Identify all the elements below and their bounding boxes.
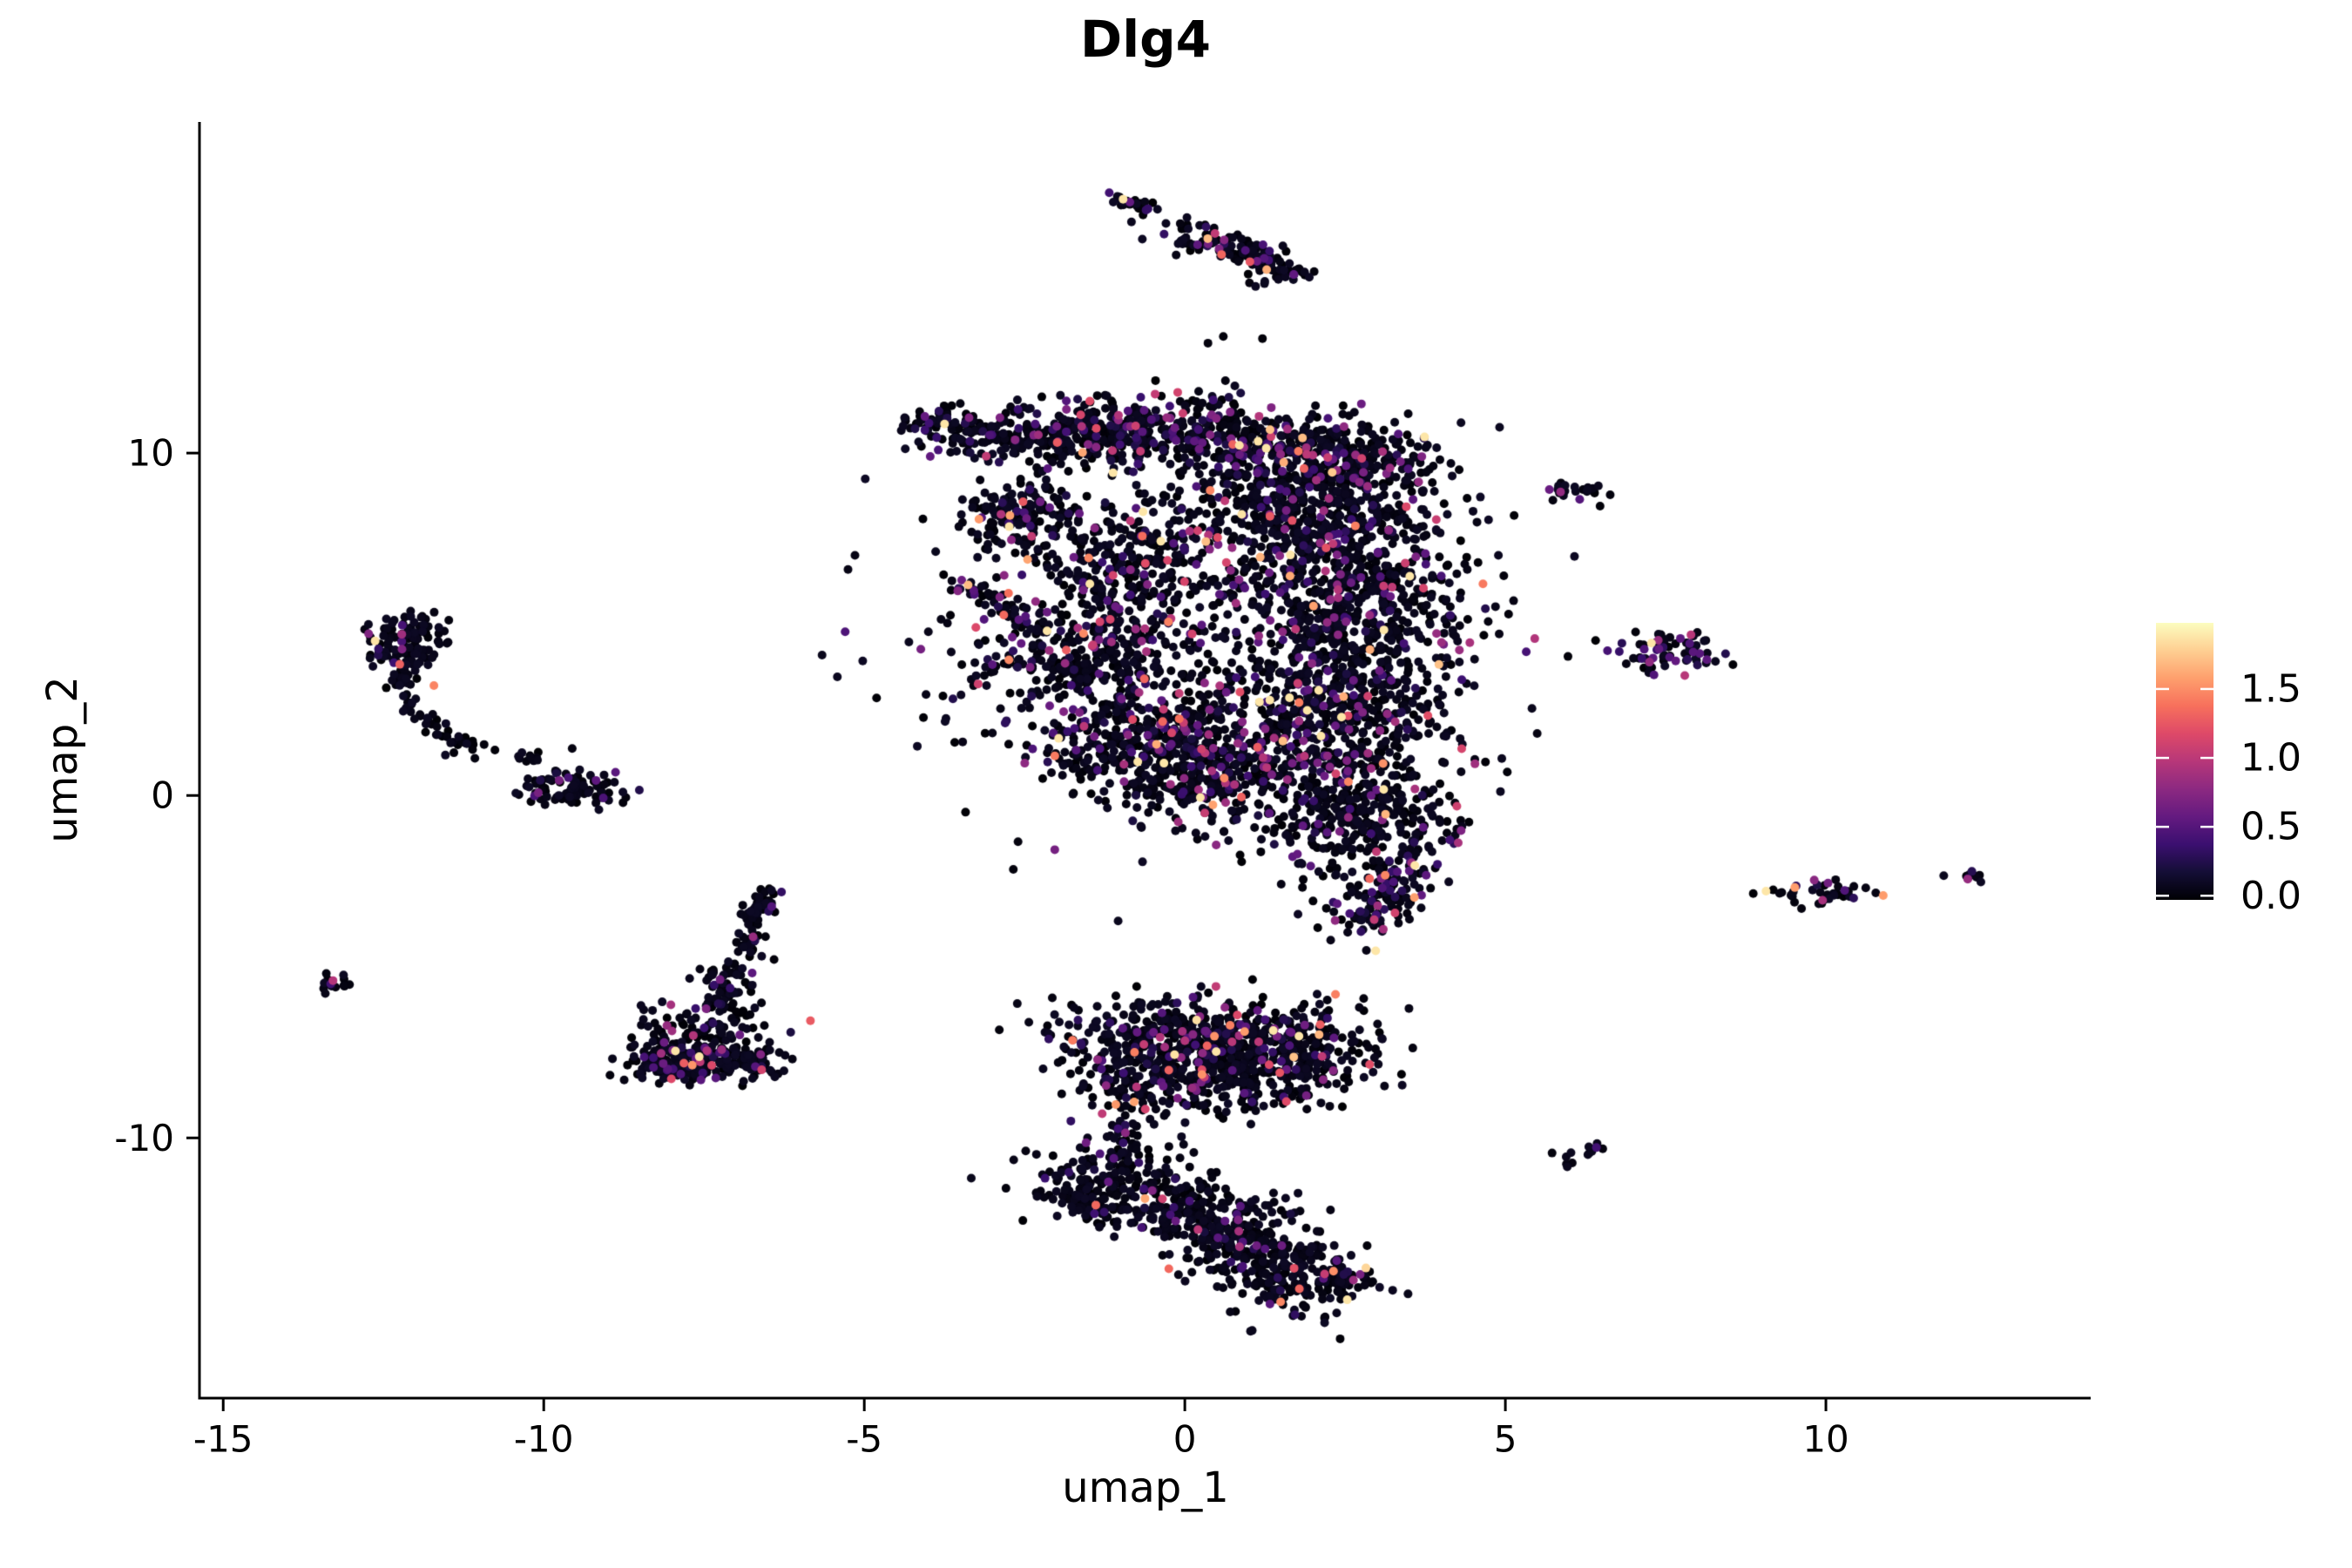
x-tick-label: -10 bbox=[514, 1418, 574, 1461]
y-tick-label: 10 bbox=[128, 432, 174, 475]
colorbar-tick-label: 1.5 bbox=[2240, 666, 2301, 711]
y-axis-ticks: -10 0 10 bbox=[114, 432, 199, 1159]
axes: -15 -10 -5 0 5 10 -10 0 10 bbox=[114, 122, 2091, 1461]
colorbar-gradient-bar bbox=[2156, 623, 2213, 900]
x-axis-label: umap_1 bbox=[1062, 1463, 1229, 1512]
colorbar-tick-label: 0.5 bbox=[2240, 805, 2301, 849]
x-axis-ticks: -15 -10 -5 0 5 10 bbox=[193, 1398, 1849, 1461]
plot-title: Dlg4 bbox=[1080, 10, 1211, 69]
x-tick-label: -5 bbox=[846, 1418, 882, 1461]
colorbar-tick-label: 0.0 bbox=[2240, 874, 2301, 918]
x-tick-label: 10 bbox=[1802, 1418, 1848, 1461]
colorbar-tick-label: 1.0 bbox=[2240, 736, 2301, 781]
colorbar-tick-marks bbox=[2156, 687, 2213, 897]
y-axis-label: umap_2 bbox=[38, 676, 87, 843]
x-tick-label: 5 bbox=[1494, 1418, 1517, 1461]
y-tick-label: 0 bbox=[151, 774, 174, 817]
colorbar-tick-labels: 1.5 1.0 0.5 0.0 bbox=[2240, 666, 2301, 917]
colorbar-legend: 1.5 1.0 0.5 0.0 bbox=[2156, 623, 2301, 918]
x-tick-label: -15 bbox=[193, 1418, 253, 1461]
y-tick-label: -10 bbox=[114, 1117, 174, 1159]
x-tick-label: 0 bbox=[1173, 1418, 1197, 1461]
